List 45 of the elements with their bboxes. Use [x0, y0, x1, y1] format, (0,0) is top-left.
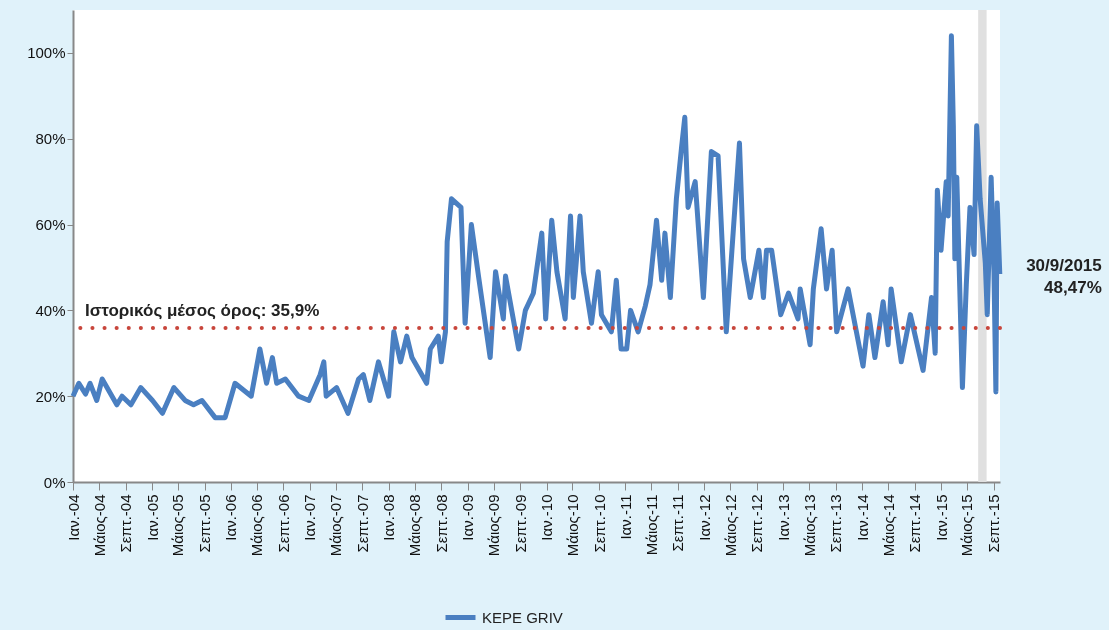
x-tick-label: Σεπτ.-09 [511, 494, 529, 553]
y-tick-label: 100% [27, 44, 66, 62]
x-tick-label: Μάιος-11 [642, 494, 660, 556]
x-tick-label: Μάιος-08 [406, 494, 424, 557]
x-tick-label: Σεπτ.-13 [827, 494, 845, 553]
x-tick-label: Μάιος-09 [485, 494, 503, 557]
x-tick-label: Ιαν.-13 [774, 494, 792, 541]
x-tick-label: Ιαν.-08 [380, 494, 398, 541]
x-tick-label: Μάιος-07 [327, 494, 345, 557]
x-tick-label: Μάιος-04 [90, 494, 108, 557]
y-tick-label: 80% [35, 130, 66, 148]
x-tick-label: Ιαν.-04 [64, 494, 82, 541]
x-tick-label: Μάιος-05 [169, 494, 187, 557]
x-tick-label: Ιαν.-12 [695, 494, 713, 541]
x-tick-label: Σεπτ.-15 [985, 494, 1003, 553]
x-tick-label: Σεπτ.-14 [906, 494, 924, 553]
y-tick-label: 0% [43, 473, 66, 491]
x-tick-label: Σεπτ.-07 [353, 494, 371, 553]
x-tick-label: Ιαν.-11 [616, 494, 634, 540]
x-tick-label: Σεπτ.-04 [117, 494, 135, 553]
x-tick-label: Σεπτ.-05 [196, 494, 214, 553]
y-tick-label: 40% [35, 301, 66, 319]
x-tick-label: Ιαν.-15 [932, 494, 950, 541]
legend-label: KEPE GRIV [482, 608, 563, 626]
x-tick-label: Ιαν.-06 [222, 494, 240, 541]
x-tick-label: Ιαν.-07 [301, 494, 319, 541]
x-tick-label: Μάιος-12 [721, 494, 739, 557]
x-tick-label: Μάιος-14 [879, 494, 897, 557]
x-tick-label: Μάιος-13 [800, 494, 818, 557]
y-tick-label: 60% [35, 216, 66, 234]
x-tick-label: Σεπτ.-10 [590, 494, 608, 553]
x-tick-label: Ιαν.-14 [853, 494, 871, 541]
x-tick-label: Σεπτ.-08 [432, 494, 450, 553]
x-tick-label: Σεπτ.-11 [669, 494, 687, 552]
x-tick-label: Ιαν.-05 [143, 494, 161, 541]
x-tick-label: Μάιος-10 [563, 494, 581, 557]
x-tick-label: Σεπτ.-06 [274, 494, 292, 553]
x-tick-label: Σεπτ.-12 [748, 494, 766, 553]
x-tick-label: Μάιος-15 [958, 494, 976, 557]
x-tick-label: Ιαν.-10 [538, 494, 556, 541]
y-tick-label: 20% [35, 387, 66, 405]
ref-line-label: Ιστορικός μέσος όρος: 35,9% [85, 300, 320, 320]
annotation: 30/9/2015 48,47% [1026, 256, 1102, 298]
x-tick-label: Μάιος-06 [248, 494, 266, 557]
x-tick-label: Ιαν.-09 [459, 494, 477, 541]
